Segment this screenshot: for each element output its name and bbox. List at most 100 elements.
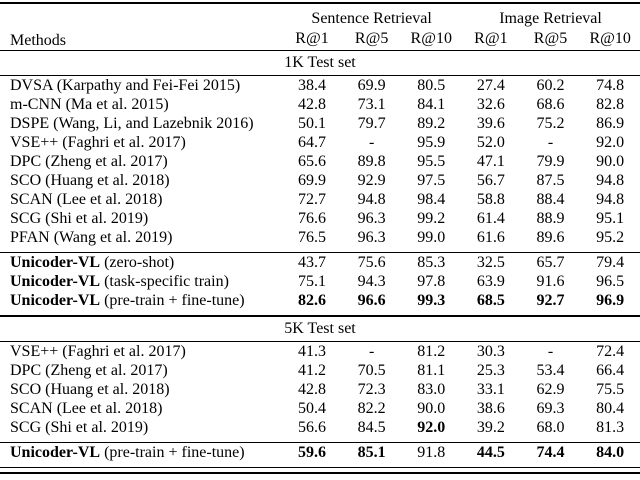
section-title-row: 5K Test set	[0, 316, 640, 342]
method-citation: (Huang et al. 2018)	[41, 380, 170, 398]
method-citation: (pre-train + fine-tune)	[100, 291, 245, 309]
metric-value: 79.4	[596, 253, 625, 271]
method-citation: (Karpathy and Fei-Fei 2015)	[52, 76, 241, 94]
metric-value: 80.5	[417, 76, 446, 94]
metric-value: 32.6	[476, 95, 505, 113]
method-name: DPC	[10, 361, 42, 379]
metric-value: 47.1	[476, 152, 505, 170]
method-citation: (Shi et al. 2019)	[41, 418, 149, 436]
metric-value: 76.6	[297, 209, 326, 227]
metric-value: 62.9	[536, 380, 565, 398]
table-row: DSPE (Wang, Li, and Lazebnik 2016) 50.1 79…	[0, 114, 640, 133]
metric-value: 97.8	[417, 272, 446, 290]
metric-value: 76.5	[297, 228, 326, 246]
metric-value: 65.7	[536, 253, 565, 271]
metric-value: 38.6	[476, 399, 505, 417]
metric-value: 85.3	[417, 253, 446, 271]
method-cell: SCG (Shi et al. 2019)	[0, 418, 282, 443]
sentence-retrieval-group-header: Sentence Retrieval	[311, 10, 432, 27]
metric-header: R@10	[589, 30, 631, 47]
metric-value: 72.3	[357, 380, 386, 398]
method-citation: (Lee et al. 2018)	[52, 399, 163, 417]
method-citation: (Lee et al. 2018)	[52, 190, 163, 208]
method-cell: VSE++ (Faghri et al. 2017)	[0, 133, 282, 152]
metric-value: -	[547, 342, 554, 360]
metric-value: 91.8	[417, 443, 446, 461]
method-citation: (Shi et al. 2019)	[41, 209, 149, 227]
table-row: VSE++ (Faghri et al. 2017) 41.3 - 81.2 30.3 -…	[0, 342, 640, 362]
table-row: Unicoder-VL (pre-train + fine-tune) 59.6 8…	[0, 442, 640, 468]
metric-value: 32.5	[476, 253, 505, 271]
table-row: Unicoder-VL (pre-train + fine-tune) 82.6 9…	[0, 291, 640, 316]
metric-value: 75.1	[297, 272, 326, 290]
metric-value: 95.1	[596, 209, 625, 227]
method-cell: Unicoder-VL (pre-train + fine-tune)	[0, 443, 282, 468]
method-cell: DSPE (Wang, Li, and Lazebnik 2016)	[0, 114, 282, 133]
table-row: SCG (Shi et al. 2019) 76.6 96.3 99.2 61.4 88.…	[0, 209, 640, 228]
method-cell: Unicoder-VL (task-specific train)	[0, 272, 282, 291]
method-citation: (pre-train + fine-tune)	[100, 443, 245, 461]
method-cell: DPC (Zheng et al. 2017)	[0, 152, 282, 171]
method-name: SCG	[10, 209, 42, 227]
metric-value: -	[368, 342, 375, 360]
metric-value: 59.6	[297, 443, 326, 461]
method-citation: (Huang et al. 2018)	[41, 171, 170, 189]
method-name: Unicoder-VL	[10, 272, 101, 290]
metric-value: 39.6	[476, 114, 505, 132]
method-cell: DPC (Zheng et al. 2017)	[0, 361, 282, 380]
metric-value: 41.2	[297, 361, 326, 379]
metric-value: 90.0	[417, 399, 446, 417]
table-row: SCAN (Lee et al. 2018) 50.4 82.2 90.0 38.6 69…	[0, 399, 640, 418]
method-cell: SCO (Huang et al. 2018)	[0, 380, 282, 399]
table-row: m-CNN (Ma et al. 2015) 42.8 73.1 84.1 32.6 68…	[0, 95, 640, 114]
metric-value: 70.5	[357, 361, 386, 379]
metric-value: 96.5	[596, 272, 625, 290]
metric-value: 42.8	[297, 95, 326, 113]
metric-value: 88.9	[536, 209, 565, 227]
metric-value: 82.2	[357, 399, 386, 417]
metric-value: 99.2	[417, 209, 446, 227]
metric-value: 92.0	[417, 418, 446, 436]
metric-value: 99.3	[417, 291, 446, 309]
table-row: DPC (Zheng et al. 2017) 65.6 89.8 95.5 47.1 7…	[0, 152, 640, 171]
metric-value: 75.6	[357, 253, 386, 271]
method-cell: Unicoder-VL (pre-train + fine-tune)	[0, 291, 282, 316]
metric-value: 39.2	[476, 418, 505, 436]
metric-value: 99.0	[417, 228, 446, 246]
metric-value: 66.4	[596, 361, 625, 379]
table-row: PFAN (Wang et al. 2019) 76.5 96.3 99.0 61.6 8…	[0, 228, 640, 253]
metric-value: 96.6	[357, 291, 386, 309]
metric-value: 97.5	[417, 171, 446, 189]
method-citation: (Faghri et al. 2017)	[58, 342, 186, 360]
metric-value: 96.3	[357, 209, 386, 227]
metric-value: 38.4	[297, 76, 326, 94]
metric-value: -	[368, 133, 375, 151]
metric-value: 52.0	[476, 133, 505, 151]
metric-value: 56.6	[297, 418, 326, 436]
method-cell: SCAN (Lee et al. 2018)	[0, 399, 282, 418]
metric-value: 94.8	[357, 190, 386, 208]
metric-value: 68.0	[536, 418, 565, 436]
method-name: SCAN	[10, 190, 53, 208]
method-citation: (zero-shot)	[100, 253, 175, 271]
metric-value: 69.3	[536, 399, 565, 417]
metric-value: 89.2	[417, 114, 446, 132]
metric-header: R@5	[533, 30, 568, 47]
method-citation: (Zheng et al. 2017)	[41, 361, 168, 379]
metric-value: 61.6	[476, 228, 505, 246]
metric-value: 74.4	[536, 443, 565, 461]
metric-value: 53.4	[536, 361, 565, 379]
method-citation: (Wang et al. 2019)	[49, 228, 173, 246]
method-cell: SCO (Huang et al. 2018)	[0, 171, 282, 190]
table-row: Unicoder-VL (zero-shot) 43.7 75.6 85.3 32.5 6…	[0, 252, 640, 273]
metric-value: 94.8	[596, 171, 625, 189]
metric-value: 92.9	[357, 171, 386, 189]
method-cell: SCG (Shi et al. 2019)	[0, 209, 282, 228]
metric-value: 84.1	[417, 95, 446, 113]
method-name: Unicoder-VL	[10, 253, 101, 271]
metric-header: R@5	[354, 30, 389, 47]
results-table: Methods Sentence Retrieval Image Retriev…	[0, 2, 640, 467]
metric-value: 65.6	[297, 152, 326, 170]
metric-value: 84.0	[596, 443, 625, 461]
metric-value: 79.9	[536, 152, 565, 170]
